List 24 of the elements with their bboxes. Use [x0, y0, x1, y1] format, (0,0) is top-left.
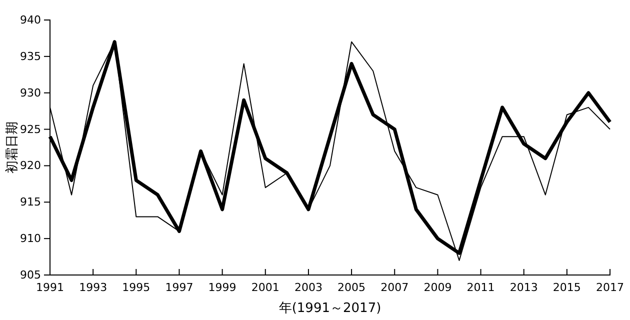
x-tick-label: 2011	[466, 280, 495, 294]
y-tick-label: 920	[20, 159, 41, 172]
x-tick-label: 1997	[165, 280, 194, 294]
y-tick-label: 930	[20, 86, 41, 100]
y-tick-label: 925	[20, 122, 41, 136]
x-tick-label: 1995	[122, 280, 150, 294]
x-tick-label: 2017	[596, 280, 624, 294]
y-tick-label: 915	[20, 196, 41, 209]
x-tick-label: 2003	[294, 280, 322, 294]
x-tick-label: 1993	[79, 280, 108, 294]
y-tick-label: 910	[20, 232, 41, 246]
x-tick-label: 1991	[36, 280, 64, 294]
x-tick-label: 2007	[380, 280, 409, 294]
y-tick-label: 940	[20, 14, 41, 27]
x-tick-label: 2009	[424, 280, 452, 294]
x-tick-label: 2001	[251, 280, 280, 294]
y-tick-label: 905	[20, 268, 41, 282]
x-tick-label: 2005	[338, 280, 366, 294]
y-tick-label: 935	[20, 50, 41, 63]
y-axis-title: 初霜日期	[5, 122, 20, 174]
x-tick-label: 2013	[510, 280, 538, 294]
x-tick-label: 1999	[208, 280, 236, 294]
x-axis-title: 年(1991～2017)	[278, 301, 382, 316]
x-tick-label: 2015	[552, 280, 581, 294]
